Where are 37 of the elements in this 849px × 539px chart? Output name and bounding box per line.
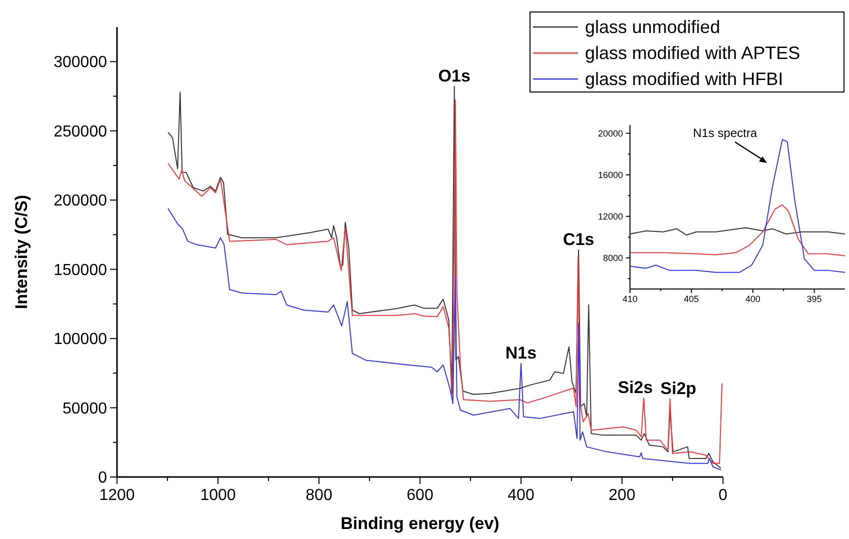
y-tick-label: 300000	[54, 54, 108, 72]
y-tick-label: 12000	[598, 211, 623, 222]
x-tick-label: 400	[745, 294, 760, 304]
y-axis-title: Intensity (C/S)	[12, 194, 31, 310]
y-tick-label: 100000	[54, 331, 108, 348]
y-tick-label: 20000	[598, 128, 623, 138]
y-tick-label: 250000	[54, 123, 108, 140]
x-tick-label: 1000	[200, 487, 236, 504]
x-tick-label: 0	[718, 487, 728, 504]
x-axis-title: Binding energy (ev)	[340, 514, 500, 533]
x-tick-label: 410	[622, 294, 638, 304]
annotation: N1s	[505, 343, 537, 362]
x-tick-label: 405	[684, 294, 699, 304]
y-tick-label: 0	[98, 470, 108, 487]
line-series	[630, 204, 846, 256]
legend-label: glass modified with APTES	[585, 43, 800, 63]
y-tick-label: 150000	[54, 262, 108, 279]
x-tick-label: 200	[608, 487, 636, 504]
line-series	[630, 227, 846, 236]
y-tick-label: 16000	[598, 170, 623, 180]
x-tick-label: 1200	[99, 487, 135, 504]
y-tick-label: 50000	[62, 400, 108, 418]
y-tick-label: 200000	[54, 192, 108, 210]
x-tick-label: 600	[406, 487, 434, 504]
annotation: Si2s	[618, 378, 653, 397]
line-series	[630, 139, 846, 273]
x-tick-label: 400	[508, 487, 534, 504]
annotation: C1s	[562, 230, 594, 250]
legend-label: glass unmodified	[585, 17, 720, 37]
annotation: N1s spectra	[692, 126, 758, 140]
y-tick-label: 8000	[602, 253, 623, 264]
legend-label: glass modified with HFBI	[585, 69, 784, 89]
x-tick-label: 800	[306, 487, 332, 504]
annotation: O1s	[438, 66, 470, 86]
x-tick-label: 395	[806, 294, 822, 304]
annotation: Si2p	[660, 378, 696, 398]
line-series	[168, 208, 722, 471]
